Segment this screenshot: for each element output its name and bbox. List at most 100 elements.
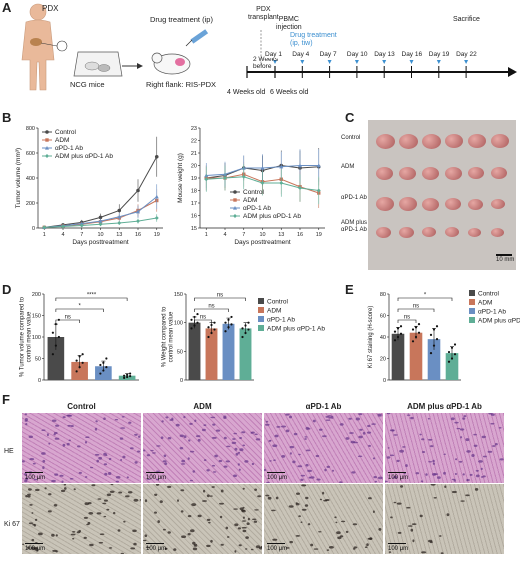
x-tick-label: 10	[259, 232, 265, 238]
x-tick-label: 4	[223, 232, 226, 238]
timeline-day-label: Day 4	[292, 51, 310, 58]
y-tick-label: 18	[191, 189, 197, 195]
timeline-day-label: Day 19	[428, 51, 450, 58]
y-axis-label: control mean value	[27, 311, 33, 362]
y-tick-label: 40	[380, 335, 386, 341]
nuclei	[385, 413, 504, 483]
data-point	[429, 352, 433, 355]
ncg-mice-label: NCG mice	[70, 80, 105, 89]
data-point	[196, 321, 199, 324]
data-point	[435, 338, 439, 341]
treatment-arrow-icon	[382, 60, 387, 64]
panel-label-c: C	[345, 110, 355, 125]
data-point	[129, 375, 132, 378]
y-tick-label: 800	[26, 126, 35, 132]
legend-swatch	[258, 325, 264, 331]
significance-bracket	[55, 297, 128, 301]
treatment-arrow-icon	[354, 60, 359, 64]
scale-bar	[496, 254, 512, 256]
two-weeks-label: 2 Weeks before	[253, 56, 279, 70]
legend-marker	[45, 138, 49, 142]
y-tick-label: 400	[26, 176, 35, 182]
x-axis-label: Days posttreatment	[72, 239, 129, 246]
legend-label: ADM	[267, 308, 281, 315]
data-point	[414, 326, 418, 329]
data-point	[99, 363, 102, 367]
legend-label: ADM plus αPD-1 Ab	[243, 213, 301, 220]
bar	[445, 353, 459, 380]
data-point	[117, 221, 122, 225]
significance-bracket	[397, 297, 453, 301]
significance-label: ns	[65, 315, 71, 321]
bar	[391, 333, 405, 380]
ki67-stain-image: 100 μm	[264, 484, 383, 554]
data-point	[196, 312, 199, 316]
tumor-sample	[468, 167, 484, 179]
sacrifice-label: Sacrifice	[453, 16, 480, 23]
ki67-stain-image: 100 μm	[143, 484, 262, 554]
data-point	[154, 194, 159, 199]
x-tick-label: 1	[43, 232, 46, 238]
panel-label-e: E	[345, 282, 354, 297]
scale-bar	[388, 542, 406, 544]
treatment-arrow-icon	[409, 60, 414, 64]
panel-label-f: F	[2, 392, 10, 407]
data-point	[75, 370, 78, 373]
scale-bar-label: 10 mm	[496, 257, 515, 263]
tumor-sample	[376, 166, 393, 180]
panel-label-b: B	[2, 110, 12, 125]
data-point	[244, 324, 247, 327]
legend-swatch	[469, 290, 475, 296]
x-axis-label: Days posttreatment	[234, 239, 291, 246]
tumor-sample	[399, 166, 416, 180]
tumor-sample	[399, 133, 418, 149]
data-point	[429, 333, 433, 336]
data-point	[393, 339, 397, 342]
y-tick-label: 0	[383, 378, 386, 384]
x-tick-label: 4	[61, 232, 64, 238]
tumor-sample	[468, 227, 481, 237]
data-point	[81, 361, 84, 364]
data-point	[105, 366, 108, 369]
data-point	[193, 324, 196, 327]
legend-label: Control	[478, 291, 500, 298]
significance-label: ns	[200, 315, 206, 321]
y-tick-label: 60	[380, 314, 386, 320]
data-point	[79, 223, 84, 228]
data-point	[224, 330, 227, 333]
data-point	[136, 219, 140, 224]
legend-swatch	[258, 316, 264, 322]
mice-cage-icon	[73, 51, 123, 77]
row-label-ki67: Ki 67	[4, 521, 20, 528]
legend-swatch	[469, 317, 475, 323]
legend-label: ADM plus αPD-1 Ab	[478, 318, 520, 325]
legend-marker	[233, 214, 237, 218]
scale-bar-label: 100 μm	[25, 546, 46, 552]
y-tick-label: 19	[191, 176, 197, 182]
legend-label: ADM plus αPD-1 Ab	[55, 153, 113, 160]
legend-swatch	[469, 299, 475, 305]
data-point	[54, 344, 57, 347]
scale-bar-label: 100 μm	[388, 475, 409, 481]
legend-label: αPD-1 Ab	[55, 145, 83, 152]
data-point	[102, 369, 105, 372]
y-axis-label: Ki 67 staining (H-score)	[368, 306, 374, 369]
y-tick-label: 80	[380, 292, 386, 298]
treatment-arrow-icon	[464, 60, 469, 64]
data-point	[57, 335, 60, 339]
data-point	[244, 331, 247, 335]
legend-swatch	[258, 298, 264, 304]
scale-bar-label: 100 μm	[146, 475, 167, 481]
tumor-sample	[422, 133, 441, 149]
nuclei	[265, 484, 382, 551]
data-point	[105, 357, 108, 360]
y-axis-label: Mouse weight (g)	[177, 153, 184, 203]
data-point	[453, 343, 457, 346]
y-tick-label: 15	[191, 226, 197, 232]
data-point	[450, 357, 454, 360]
tumor-sample	[445, 166, 462, 180]
data-point	[417, 331, 421, 334]
legend-marker	[233, 190, 237, 194]
legend-marker	[45, 154, 49, 158]
bar	[71, 361, 88, 380]
